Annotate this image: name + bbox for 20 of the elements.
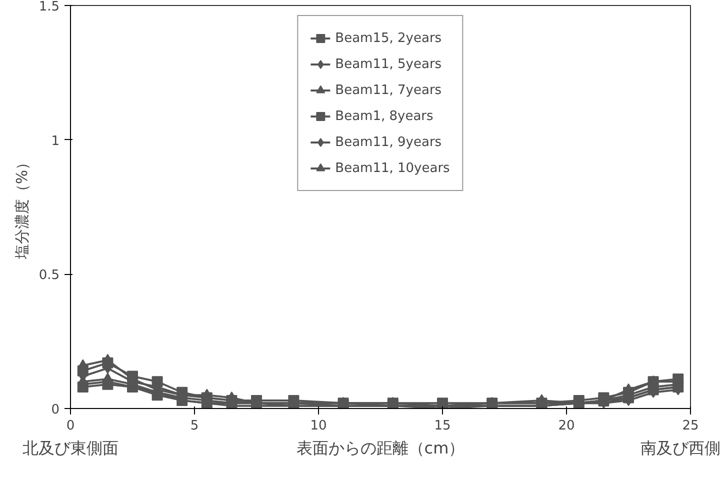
legend-label: Beam11, 5years: [335, 56, 442, 72]
x-tick-label: 15: [434, 418, 451, 434]
x-tick-label: 25: [682, 418, 699, 434]
x-axis-title: 表面からの距離（cm）: [296, 438, 465, 458]
y-tick-label: 0: [51, 402, 60, 418]
x-tick-label: 5: [190, 418, 199, 434]
x-tick-label: 0: [66, 418, 75, 434]
text: 北及び東側面: [22, 438, 118, 458]
legend-label: Beam11, 10years: [335, 160, 450, 176]
legend-label: Beam11, 9years: [335, 134, 442, 150]
legend-label: Beam11, 7years: [335, 82, 442, 98]
y-tick-label: 1: [51, 134, 60, 149]
x-tick-label: 10: [310, 418, 327, 434]
legend-label: Beam1, 8years: [335, 108, 434, 124]
y-tick-label: 1.5: [38, 0, 60, 14]
legend-label: Beam15, 2years: [335, 30, 442, 46]
y-tick-label: 0.5: [38, 268, 60, 284]
y-axis-title: 塩分濃度（%）: [12, 154, 31, 260]
text: 南及び西側: [640, 438, 720, 458]
x-tick-label: 20: [558, 418, 575, 434]
